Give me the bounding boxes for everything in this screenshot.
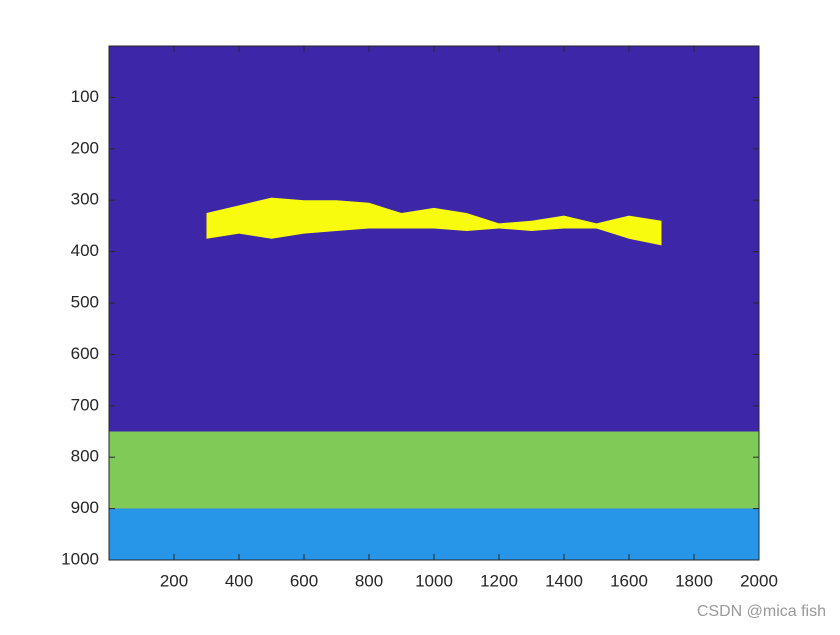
y-tick-label: 500 xyxy=(71,292,99,311)
x-tick-label: 1600 xyxy=(610,571,648,590)
y-tick-label: 100 xyxy=(71,87,99,106)
x-tick-label: 200 xyxy=(160,571,188,590)
x-tick-label: 1200 xyxy=(480,571,518,590)
y-tick-label: 600 xyxy=(71,344,99,363)
watermark: CSDN @mica fish xyxy=(697,603,826,620)
x-tick-label: 1400 xyxy=(545,571,583,590)
y-tick-label: 1000 xyxy=(61,549,99,568)
x-tick-label: 600 xyxy=(290,571,318,590)
x-tick-label: 2000 xyxy=(740,571,778,590)
x-tick-label: 1800 xyxy=(675,571,713,590)
blob xyxy=(206,197,662,246)
y-tick-label: 700 xyxy=(71,395,99,414)
y-tick-label: 300 xyxy=(71,190,99,209)
x-tick-label: 1000 xyxy=(415,571,453,590)
region xyxy=(109,508,759,560)
y-tick-label: 400 xyxy=(71,241,99,260)
x-tick-label: 800 xyxy=(355,571,383,590)
x-tick-label: 400 xyxy=(225,571,253,590)
y-tick-label: 900 xyxy=(71,498,99,517)
y-tick-label: 800 xyxy=(71,447,99,466)
y-tick-label: 200 xyxy=(71,138,99,157)
region xyxy=(109,431,759,509)
